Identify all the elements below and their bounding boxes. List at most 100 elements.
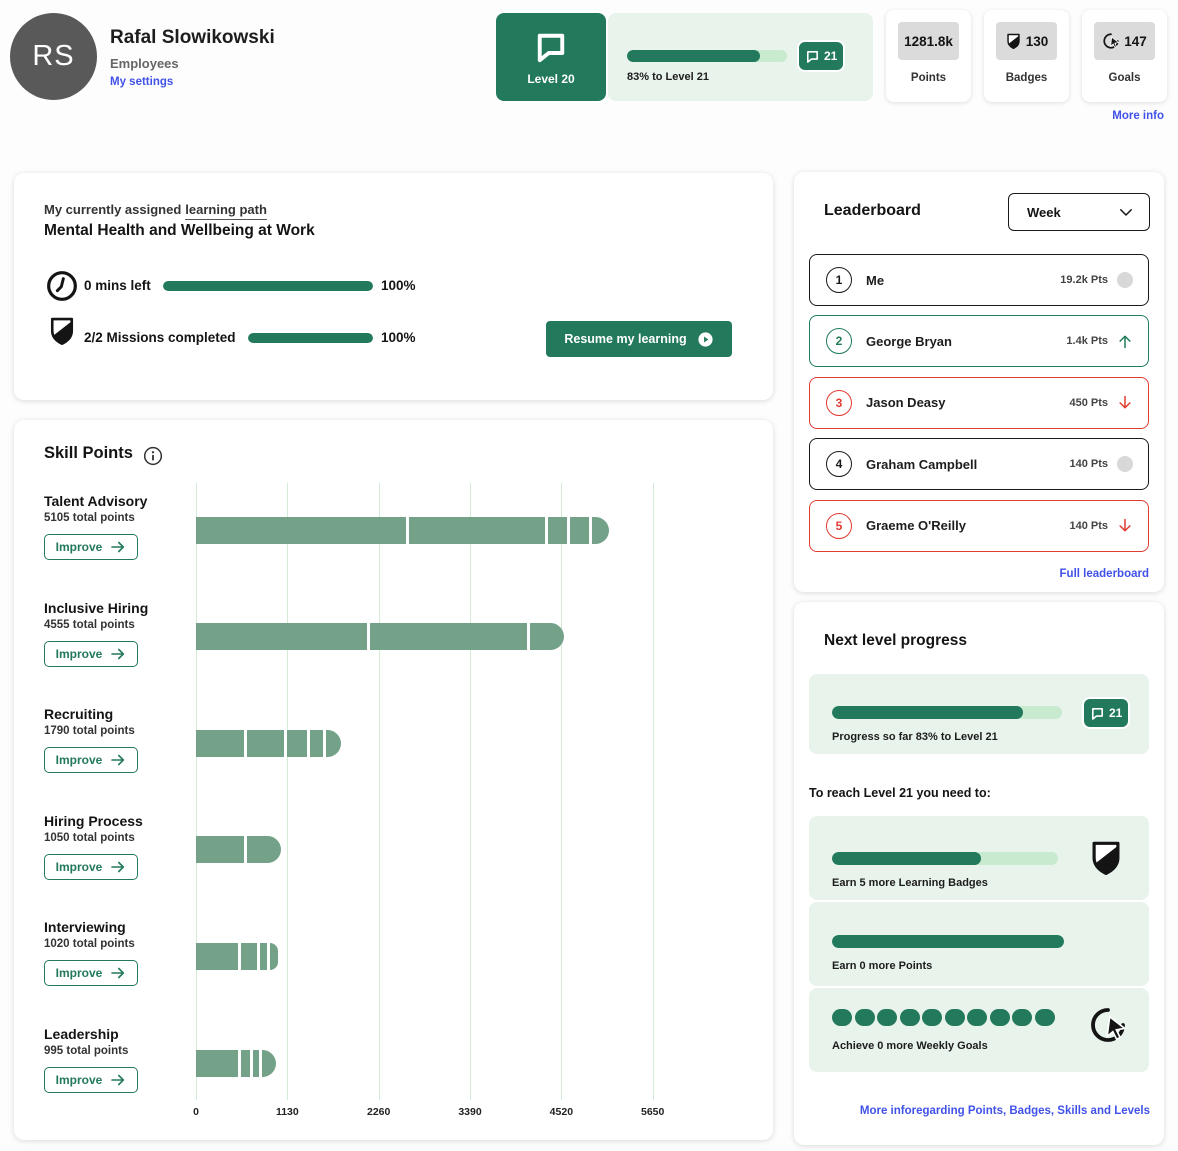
stat-card-badges: 130 Badges — [984, 10, 1069, 102]
improve-button-interviewing[interactable]: Improve — [44, 960, 138, 987]
next-level-number: 21 — [824, 49, 838, 63]
task-goals-panel: Achieve 0 more Weekly Goals — [809, 988, 1149, 1072]
my-settings-link[interactable]: My settings — [110, 76, 174, 88]
period-dropdown-value: Week — [1027, 204, 1061, 220]
arrow-right-icon — [111, 541, 125, 553]
skill-name: Leadership — [44, 1026, 119, 1042]
learning-path-link[interactable]: learning path — [185, 202, 267, 220]
goal-dot — [854, 1009, 875, 1026]
goal-dot — [832, 1009, 852, 1026]
gridline — [378, 483, 380, 1100]
rank-badge: 3 — [826, 389, 852, 416]
skill-name: Inclusive Hiring — [44, 599, 149, 616]
full-leaderboard-link[interactable]: Full leaderboard — [1059, 568, 1149, 580]
goal-dot — [967, 1009, 987, 1026]
skill-bar-segment — [241, 942, 257, 970]
improve-button-talent-advisory[interactable]: Improve — [44, 534, 138, 560]
info-icon[interactable] — [143, 446, 163, 466]
leaderboard-row-3[interactable]: 3 Jason Deasy 450 Pts — [809, 376, 1149, 429]
points-value: 1281.8k — [904, 33, 953, 49]
skill-points-chart: 0 1130 2260 3390 4520 5650 — [193, 483, 686, 1118]
leaderboard-row-4[interactable]: 4 Graham Campbell 140 Pts — [809, 438, 1149, 491]
goal-dot — [877, 1009, 897, 1026]
trend-indicator — [1116, 393, 1134, 412]
arrow-right-icon — [111, 968, 125, 979]
skill-bar-segment — [530, 623, 565, 651]
avatar-initials: RS — [32, 40, 75, 72]
improve-button-leadership[interactable]: Improve — [44, 1067, 138, 1093]
goal-dot — [1034, 1009, 1055, 1026]
leaderboard-row-1[interactable]: 1 Me 19.2k Pts — [809, 254, 1149, 306]
skill-bar-segment — [310, 729, 324, 757]
more-info-link[interactable]: More info — [1112, 110, 1164, 122]
skill-bar-talent-advisory — [196, 516, 609, 544]
skill-bar-segment — [247, 729, 284, 757]
skill-name: Hiring Process — [44, 812, 143, 829]
stat-card-points: 1281.8k Points — [886, 10, 971, 102]
skill-bar-segment — [196, 623, 368, 651]
chat-level-icon — [537, 33, 565, 62]
skill-points-title: Skill Points — [44, 444, 133, 462]
rank-badge: 1 — [826, 267, 852, 293]
badges-task-track — [832, 852, 1058, 865]
improve-button-recruiting[interactable]: Improve — [44, 747, 138, 774]
skill-label-hiring-process: Hiring Process 1050 total points Improve — [44, 813, 194, 880]
skill-bar-segment — [570, 516, 590, 544]
avatar: RS — [10, 13, 97, 100]
skill-bar-segment — [592, 516, 609, 544]
trend-down-icon — [1119, 518, 1131, 532]
skill-bar-hiring-process — [196, 836, 281, 864]
skill-total-points: 1790 total points — [44, 725, 135, 738]
improve-button-hiring-process[interactable]: Improve — [44, 853, 138, 880]
improve-label: Improve — [55, 966, 103, 981]
time-progress-pct: 100% — [381, 278, 416, 293]
badges-label: Badges — [1005, 72, 1048, 84]
x-tick-label: 4520 — [549, 1106, 574, 1118]
leaderboard-row-5[interactable]: 5 Graeme O'Reilly 140 Pts — [809, 499, 1149, 552]
missions-badge-icon — [49, 316, 75, 347]
skill-bar-segment — [270, 942, 279, 970]
level-card: Level 20 — [496, 13, 606, 101]
missions-progress-pct: 100% — [381, 330, 416, 345]
goals-label: Goals — [1108, 72, 1141, 84]
skill-bar-segment — [409, 516, 546, 544]
chat-badge-icon-2 — [1092, 707, 1103, 720]
next-level-number-2: 21 — [1109, 706, 1123, 720]
leaderboard-row-2[interactable]: 2 George Bryan 1.4k Pts — [809, 315, 1149, 368]
goals-icon-task — [1091, 1008, 1127, 1042]
stat-card-goals: 147 Goals — [1082, 10, 1167, 102]
level-progress-fill — [627, 50, 760, 62]
points-task-track — [832, 935, 1064, 948]
leaderboard-points: 140 Pts — [1069, 519, 1108, 532]
next-level-badge: 21 — [797, 40, 846, 72]
goals-icon — [1103, 33, 1120, 49]
more-info-footer-link[interactable]: More inforegarding Points, Badges, Skill… — [859, 1105, 1150, 1117]
trend-indicator — [1116, 332, 1134, 351]
skill-bar-segment — [196, 836, 244, 864]
next-level-progress-panel: Progress so far 83% to Level 21 21 — [809, 674, 1149, 754]
skill-label-leadership: Leadership 995 total points Improve — [44, 1026, 194, 1093]
trend-neutral-dot — [1117, 272, 1133, 288]
leaderboard-name: Me — [866, 272, 885, 288]
badges-task-fill — [832, 852, 982, 865]
leaderboard-points: 140 Pts — [1069, 458, 1108, 471]
gridline — [652, 483, 654, 1100]
skill-bar-segment — [196, 942, 239, 970]
play-icon — [698, 331, 713, 347]
badges-chip: 130 — [996, 22, 1057, 60]
improve-label: Improve — [55, 1073, 103, 1087]
gridline — [470, 483, 472, 1100]
missions-progress-track — [248, 333, 373, 343]
missions-progress-fill — [248, 333, 373, 343]
skill-bar-segment — [262, 1049, 277, 1077]
level-label: Level 20 — [527, 71, 575, 86]
x-tick-label: 3390 — [458, 1106, 482, 1118]
improve-button-inclusive-hiring[interactable]: Improve — [44, 640, 138, 667]
resume-learning-button[interactable]: Resume my learning — [546, 321, 732, 357]
skill-bar-segment — [287, 729, 308, 757]
time-left-label: 0 mins left — [84, 278, 151, 293]
points-task-text: Earn 0 more Points — [832, 960, 933, 972]
period-dropdown[interactable]: Week — [1008, 193, 1150, 231]
weekly-goals-dots — [832, 1009, 1055, 1026]
points-task-fill — [832, 935, 1064, 948]
